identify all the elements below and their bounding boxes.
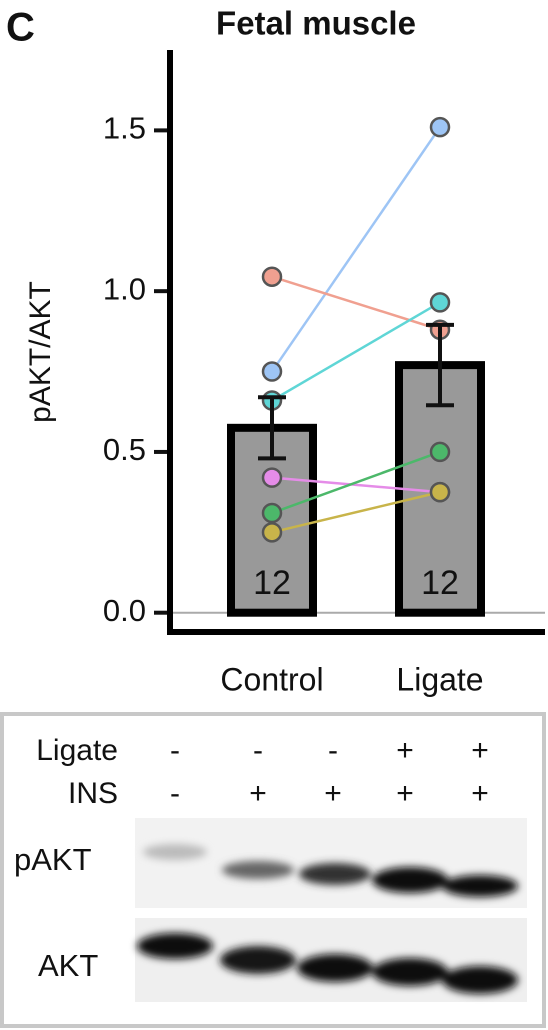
figure: C Fetal muscle pAKT/AKT 0.0 0.5 1.0 1.5 Cont… [0, 0, 548, 1030]
chart-title: Fetal muscle [216, 5, 416, 42]
blot-sign: - [253, 734, 263, 767]
y-tick-label: 1.5 [103, 111, 146, 146]
x-tick-label: Control [220, 661, 323, 697]
n-label: 12 [253, 564, 291, 602]
paired-point [263, 268, 281, 286]
blot-sign: + [249, 777, 267, 810]
paired-point [263, 469, 281, 487]
blot-sign: + [396, 734, 414, 767]
paired-point [263, 523, 281, 541]
blot-sign: - [328, 734, 338, 767]
blot-sign: - [170, 777, 180, 810]
blot-sign: + [324, 777, 342, 810]
paired-point [431, 293, 449, 311]
y-tick-label: 1.0 [103, 271, 146, 306]
paired-point [431, 483, 449, 501]
blot-sign: + [396, 777, 414, 810]
blot-row-label: INS [68, 777, 118, 810]
panel-label: C [6, 6, 35, 50]
blot-sign: + [471, 777, 489, 810]
blot-band-label: AKT [38, 948, 98, 983]
paired-point [431, 443, 449, 461]
paired-line [272, 277, 440, 330]
y-tick-label: 0.0 [103, 593, 146, 628]
blot-band-label: pAKT [14, 842, 92, 877]
y-axis-label: pAKT/AKT [24, 281, 57, 423]
y-tick-label: 0.5 [103, 432, 146, 467]
blot-sign: - [170, 734, 180, 767]
x-tick-label: Ligate [396, 661, 483, 697]
n-label: 12 [421, 564, 459, 602]
paired-point [263, 363, 281, 381]
blot-sign: + [471, 734, 489, 767]
paired-point [263, 504, 281, 522]
paired-point [431, 118, 449, 136]
paired-line [272, 127, 440, 371]
blot-row-label: Ligate [36, 734, 118, 767]
